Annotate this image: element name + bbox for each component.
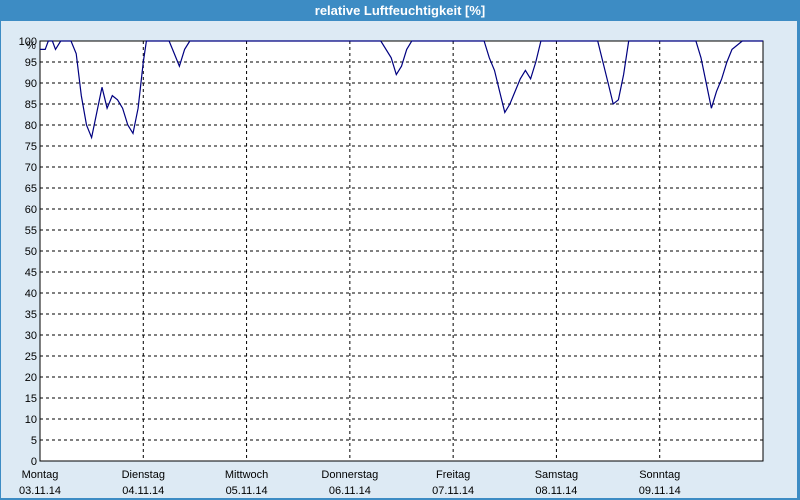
y-tick-label: 15 bbox=[25, 393, 37, 405]
y-tick-label: 70 bbox=[25, 162, 37, 174]
x-tick-date-label: 04.11.14 bbox=[122, 485, 164, 497]
x-tick-day-label: Mittwoch bbox=[225, 469, 268, 481]
y-axis-ticks: 0 5 10 15 20 25 30 35 40 45 50 55 60 65 70 75 80 85 90 95 10… bbox=[19, 36, 37, 468]
y-tick-label: 65 bbox=[25, 183, 37, 195]
y-tick-label: 100 bbox=[19, 36, 37, 48]
y-axis-unit-label: % bbox=[26, 40, 36, 52]
y-tick-label: 35 bbox=[25, 309, 37, 321]
y-tick-label: 30 bbox=[25, 330, 37, 342]
grid-lines bbox=[40, 41, 763, 461]
x-tick-day-label: Samstag bbox=[535, 469, 578, 481]
y-tick-label: 5 bbox=[31, 435, 37, 447]
x-tick-date-label: 07.11.14 bbox=[432, 485, 474, 497]
x-tick-date-label: 06.11.14 bbox=[329, 485, 371, 497]
x-tick-day-label: Montag bbox=[22, 469, 59, 481]
x-axis-ticks: Montag 03.11.14 Dienstag 04.11.14 Mittwoch 05… bbox=[19, 469, 681, 497]
window-border-left bbox=[0, 21, 1, 500]
y-tick-label: 75 bbox=[25, 141, 37, 153]
y-tick-label: 20 bbox=[25, 372, 37, 384]
y-tick-label: 95 bbox=[25, 57, 37, 69]
y-tick-label: 45 bbox=[25, 267, 37, 279]
chart-title: relative Luftfeuchtigkeit [%] bbox=[0, 0, 800, 21]
x-tick-date-label: 05.11.14 bbox=[226, 485, 268, 497]
humidity-series-line bbox=[40, 40, 763, 140]
y-tick-label: 40 bbox=[25, 288, 37, 300]
x-tick-day-label: Donnerstag bbox=[321, 469, 378, 481]
y-tick-label: 25 bbox=[25, 351, 37, 363]
y-tick-label: 60 bbox=[25, 204, 37, 216]
window-border-right bbox=[797, 21, 800, 500]
x-tick-date-label: 03.11.14 bbox=[19, 485, 61, 497]
x-tick-day-label: Freitag bbox=[436, 469, 470, 481]
y-tick-label: 0 bbox=[31, 456, 37, 468]
y-tick-label: 55 bbox=[25, 225, 37, 237]
y-tick-label: 80 bbox=[25, 120, 37, 132]
x-tick-date-label: 09.11.14 bbox=[639, 485, 681, 497]
window-border-bottom bbox=[0, 498, 800, 500]
x-tick-day-label: Dienstag bbox=[122, 469, 165, 481]
x-tick-date-label: 08.11.14 bbox=[535, 485, 577, 497]
x-tick-day-label: Sonntag bbox=[639, 469, 680, 481]
y-tick-label: 50 bbox=[25, 246, 37, 258]
y-tick-label: 85 bbox=[25, 99, 37, 111]
y-tick-label: 90 bbox=[25, 78, 37, 90]
y-tick-label: 10 bbox=[25, 414, 37, 426]
